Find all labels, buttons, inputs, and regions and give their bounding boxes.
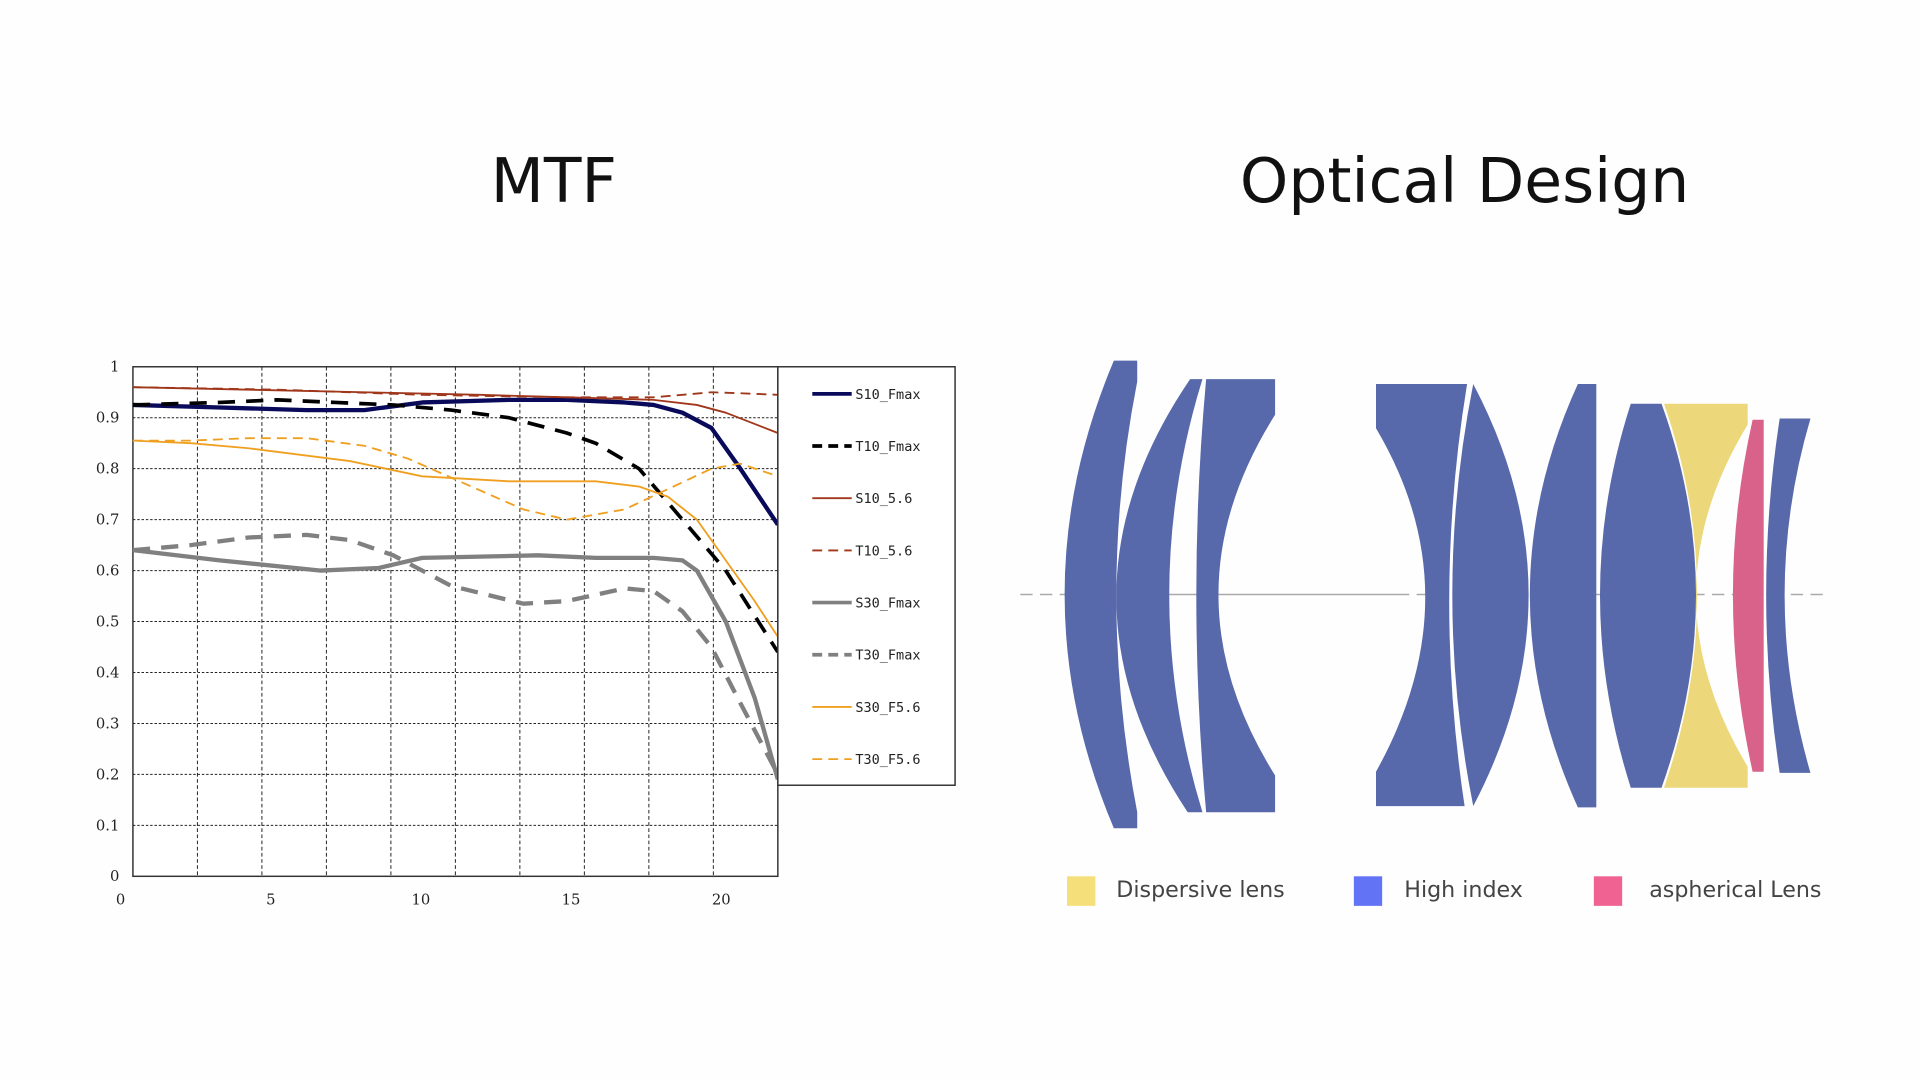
series-line-S10_Fmax: [132, 397, 780, 526]
y-tick-label: 1: [110, 359, 119, 376]
lens-element-4: [1375, 383, 1468, 807]
legend-label-S30_F5.6: S30_F5.6: [855, 700, 920, 716]
legend-label-dispersive: Dispersive lens: [1116, 877, 1285, 904]
lens-element-6: [1529, 383, 1597, 808]
lens-element-dispersive: [1663, 403, 1748, 788]
series-line-S30_Fmax: [132, 548, 780, 781]
legend-label-S10_Fmax: S10_Fmax: [855, 387, 920, 403]
legend-label-S30_Fmax: S30_Fmax: [855, 596, 920, 612]
y-tick-label: 0.7: [96, 512, 119, 529]
series-line-T10_5.6: [132, 386, 778, 399]
y-tick-label: 0: [110, 868, 119, 885]
legend-label-T10_Fmax: T10_Fmax: [855, 439, 920, 455]
legend-swatch-aspherical: [1593, 876, 1623, 906]
lens-element-7: [1599, 403, 1696, 788]
y-tick-label: 0.1: [96, 817, 119, 834]
series-line-S30_F5.6: [132, 439, 779, 638]
y-tick-label: 0.8: [96, 461, 119, 478]
legend-label-T10_5.6: T10_5.6: [855, 543, 912, 559]
mtf-chart: 00.10.20.30.40.50.60.70.80.910 5 10 15 20S10…: [96, 359, 956, 909]
y-tick-label: 0.9: [96, 410, 119, 427]
lens-element-aspherical: [1732, 419, 1764, 772]
legend-box: [777, 366, 956, 786]
lens-element-2: [1116, 379, 1203, 813]
lens-element-3: [1196, 379, 1276, 813]
optical-design-title: Optical Design: [1239, 145, 1690, 217]
optical-design-diagram: [1020, 360, 1826, 829]
series-line-T30_Fmax: [132, 532, 780, 776]
legend-label-high-index: High index: [1404, 877, 1523, 904]
y-tick-label: 0.4: [96, 664, 119, 681]
lens-element-1: [1064, 360, 1138, 829]
x-tick-label: 20: [712, 892, 731, 909]
x-tick-label: 10: [412, 892, 431, 909]
mtf-title: MTF: [490, 145, 617, 217]
legend-label-T30_Fmax: T30_Fmax: [855, 648, 920, 664]
series-line-T30_F5.6: [132, 437, 779, 521]
legend-label-T30_F5.6: T30_F5.6: [855, 752, 920, 768]
x-tick-label: 5: [266, 892, 275, 909]
legend-label-aspherical: aspherical Lens: [1649, 877, 1822, 904]
lens-element-10: [1766, 418, 1811, 773]
legend-swatch-high-index: [1353, 876, 1383, 906]
y-tick-label: 0.6: [96, 563, 119, 580]
legend-swatch-dispersive: [1067, 876, 1096, 906]
legend-label-S10_5.6: S10_5.6: [855, 491, 912, 507]
x-tick-label: 15: [562, 892, 581, 909]
lens-element-5: [1452, 383, 1529, 807]
series-line-T10_Fmax: [132, 398, 780, 654]
y-tick-label: 0.3: [96, 715, 119, 732]
x-tick-label: 0: [116, 892, 125, 909]
y-tick-label: 0.5: [96, 613, 119, 630]
y-tick-label: 0.2: [96, 766, 119, 783]
